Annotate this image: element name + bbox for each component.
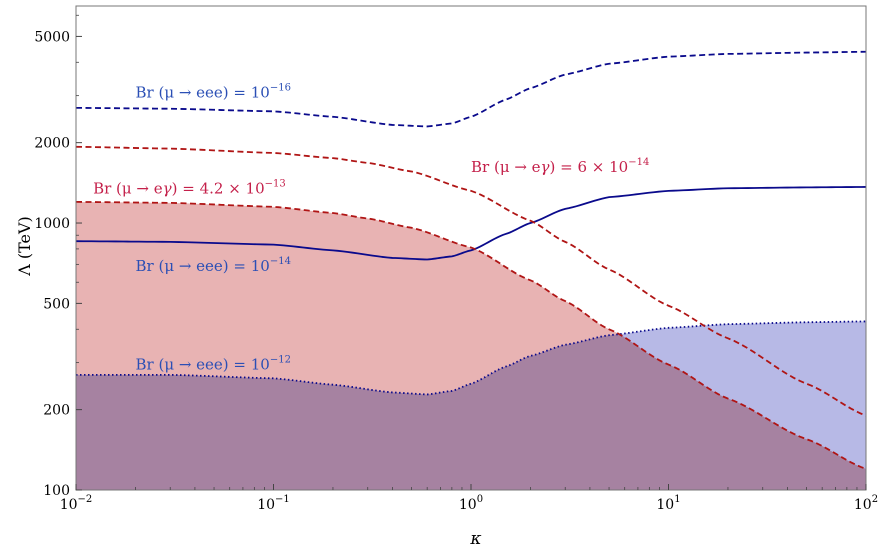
y-tick-label: 500	[43, 296, 70, 312]
fill-region-blue	[76, 321, 866, 490]
y-tick-label: 1000	[34, 216, 70, 232]
x-tick-label: 100	[459, 494, 483, 513]
x-tick-label: 10−1	[257, 494, 290, 513]
x-tick-label: 102	[854, 494, 878, 513]
fill-regions	[76, 201, 866, 490]
x-tick-label: 10−2	[60, 494, 93, 513]
series-line-4	[75, 200, 867, 470]
y-tick-label: 200	[43, 403, 70, 419]
series-annotation-2: Br (μ → eγ) = 4.2 × 10−13	[93, 179, 286, 198]
series-line-2	[76, 320, 867, 396]
series-annotations: Br (μ → eee) = 10−16 Br (μ → eγ) = 6 × 10…	[93, 83, 649, 374]
axes: 10−2 10−1 100 101 102 100 200 500 1000 2000 5000	[34, 5, 878, 513]
x-tick-label: 101	[656, 494, 680, 513]
x-axis-label: κ	[469, 529, 481, 549]
series-annotation-3: Br (μ → eee) = 10−14	[136, 256, 291, 275]
y-axis-label: Λ (TeV)	[15, 216, 34, 277]
y-tick-label: 5000	[34, 29, 70, 45]
series-lines	[75, 50, 867, 470]
series-annotation-1: Br (μ → eγ) = 6 × 10−14	[471, 157, 649, 176]
series-annotation-4: Br (μ → eee) = 10−12	[136, 354, 291, 373]
series-line-1	[75, 186, 867, 261]
series-annotation-0: Br (μ → eee) = 10−16	[136, 83, 291, 102]
series-line-3	[75, 145, 867, 417]
y-tick-label: 100	[43, 483, 70, 499]
y-tick-label: 2000	[34, 136, 70, 152]
